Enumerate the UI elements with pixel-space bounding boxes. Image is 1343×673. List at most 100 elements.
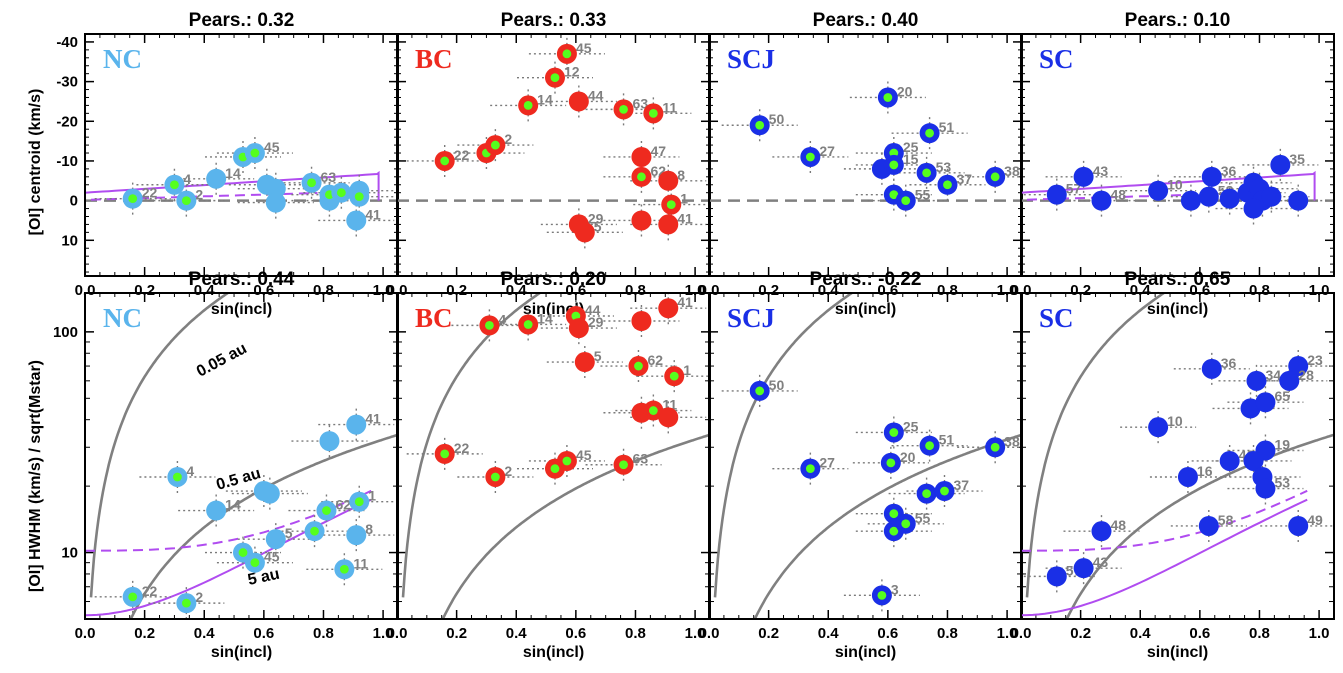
point-label: 37 <box>956 171 972 187</box>
y-tick-label: -30 <box>56 74 78 91</box>
x-ticks: 0.0 0.2 0.4 0.6 0.8 1.0 <box>75 293 394 642</box>
data-point <box>658 407 679 428</box>
plot-area: 50 27 25 20 51 38 37 55 3 <box>713 293 1022 619</box>
x-ticks: 0.0 0.2 0.4 0.6 0.8 1.0 <box>1011 293 1330 642</box>
panel-title: Pears.: 0.65 <box>1125 269 1231 290</box>
panel-label: SCJ <box>727 303 775 333</box>
data-point-core <box>181 196 191 206</box>
point-label: 14 <box>537 310 553 326</box>
data-point-core <box>550 73 560 83</box>
x-tick-label: 0.2 <box>1070 625 1091 642</box>
point-label: 4 <box>183 171 191 187</box>
point-label: 27 <box>819 143 835 159</box>
x-tick-label: 0.8 <box>625 282 646 299</box>
data-point-core <box>755 120 765 130</box>
plot-area: 57434810583635 <box>1021 148 1334 225</box>
data-point-core <box>440 156 450 166</box>
keplerian-curve <box>713 293 855 598</box>
point-label: 2 <box>195 589 203 605</box>
point-label: 51 <box>939 119 955 135</box>
x-tick-label: 1.0 <box>997 282 1018 299</box>
point-label: 45 <box>264 139 280 155</box>
point-label: 12 <box>564 64 580 80</box>
data-point <box>1091 190 1112 211</box>
keplerian-curve <box>441 433 710 619</box>
x-tick-label: 0.4 <box>818 282 840 299</box>
point-label: 14 <box>225 165 241 181</box>
y-tick-label: 10 <box>61 545 78 562</box>
data-point <box>568 318 589 339</box>
data-point-core <box>877 590 887 600</box>
point-label: 62 <box>335 497 351 513</box>
x-tick-label: 0.0 <box>1011 625 1032 642</box>
data-point <box>658 298 679 319</box>
data-point-core <box>440 449 450 459</box>
data-point-core <box>805 152 815 162</box>
plot-frame <box>708 292 1023 620</box>
x-tick-label: 1.0 <box>1309 282 1330 299</box>
data-point-core <box>805 464 815 474</box>
keplerian-curve <box>753 433 1022 619</box>
point-label: 38 <box>1004 163 1020 179</box>
data-point-core <box>889 160 899 170</box>
x-tick-label: 1.0 <box>1309 625 1330 642</box>
panel-title: Pears.: 0.40 <box>813 10 919 31</box>
x-tick-label: 1.0 <box>685 282 706 299</box>
data-point <box>1219 450 1240 471</box>
data-point-core <box>889 190 899 200</box>
point-label: 15 <box>903 151 919 167</box>
point-label: 25 <box>903 139 919 155</box>
point-label: 1 <box>368 488 376 504</box>
model-curve-dashed <box>1021 489 1308 552</box>
x-tick-label: 0.8 <box>937 282 958 299</box>
data-point <box>1177 466 1198 487</box>
keplerian-curve <box>1025 293 1167 598</box>
x-tick-label: 0.2 <box>134 282 155 299</box>
data-point <box>1246 370 1267 391</box>
data-point <box>658 214 679 235</box>
point-label: 55 <box>915 187 931 203</box>
point-label: 65 <box>1274 388 1290 404</box>
data-point <box>346 525 367 546</box>
data-point <box>1198 186 1219 207</box>
data-point-core <box>173 472 182 482</box>
point-label: 2 <box>195 187 203 203</box>
x-ticks: 0.0 0.2 0.4 0.6 0.8 1.0 <box>1011 34 1330 299</box>
point-label: 22 <box>454 147 470 163</box>
point-label: 58 <box>1218 512 1234 528</box>
data-point-core <box>523 101 533 110</box>
panel-label: NC <box>103 44 142 74</box>
panel-label: SC <box>1039 303 1074 333</box>
y-tick-label: -20 <box>56 113 78 130</box>
panel-label: SCJ <box>727 44 775 74</box>
data-point <box>1091 521 1112 542</box>
x-tick-label: 0.0 <box>1011 282 1032 299</box>
point-label: 50 <box>769 377 785 393</box>
point-label: 45 <box>576 447 592 463</box>
point-label: 11 <box>662 99 677 115</box>
data-point-core <box>990 442 1000 452</box>
model-curve <box>85 498 372 617</box>
x-tick-label: 1.0 <box>997 625 1018 642</box>
x-ticks: 0.0 0.2 0.4 0.6 0.8 1.0 <box>387 293 706 642</box>
point-label: 23 <box>1307 352 1323 368</box>
point-label: 44 <box>585 302 601 318</box>
x-axis-label: sin(incl) <box>1147 644 1208 661</box>
y-tick-label: 10 <box>61 232 78 249</box>
data-point-core <box>523 320 533 329</box>
data-point-core <box>901 519 911 529</box>
data-point <box>1201 358 1222 379</box>
data-point-core <box>648 406 658 415</box>
x-tick-label: 0.2 <box>134 625 155 642</box>
x-axis-label: sin(incl) <box>211 301 272 318</box>
point-label: 22 <box>454 440 470 456</box>
y-tick-label: 100 <box>53 324 78 341</box>
data-point <box>1201 166 1222 187</box>
data-point-core <box>886 458 896 468</box>
point-label: 10 <box>1167 413 1183 429</box>
x-tick-label: 0.6 <box>877 282 898 299</box>
data-point-core <box>310 526 319 536</box>
point-label: 8 <box>677 167 685 183</box>
x-tick-label: 0.6 <box>253 282 274 299</box>
